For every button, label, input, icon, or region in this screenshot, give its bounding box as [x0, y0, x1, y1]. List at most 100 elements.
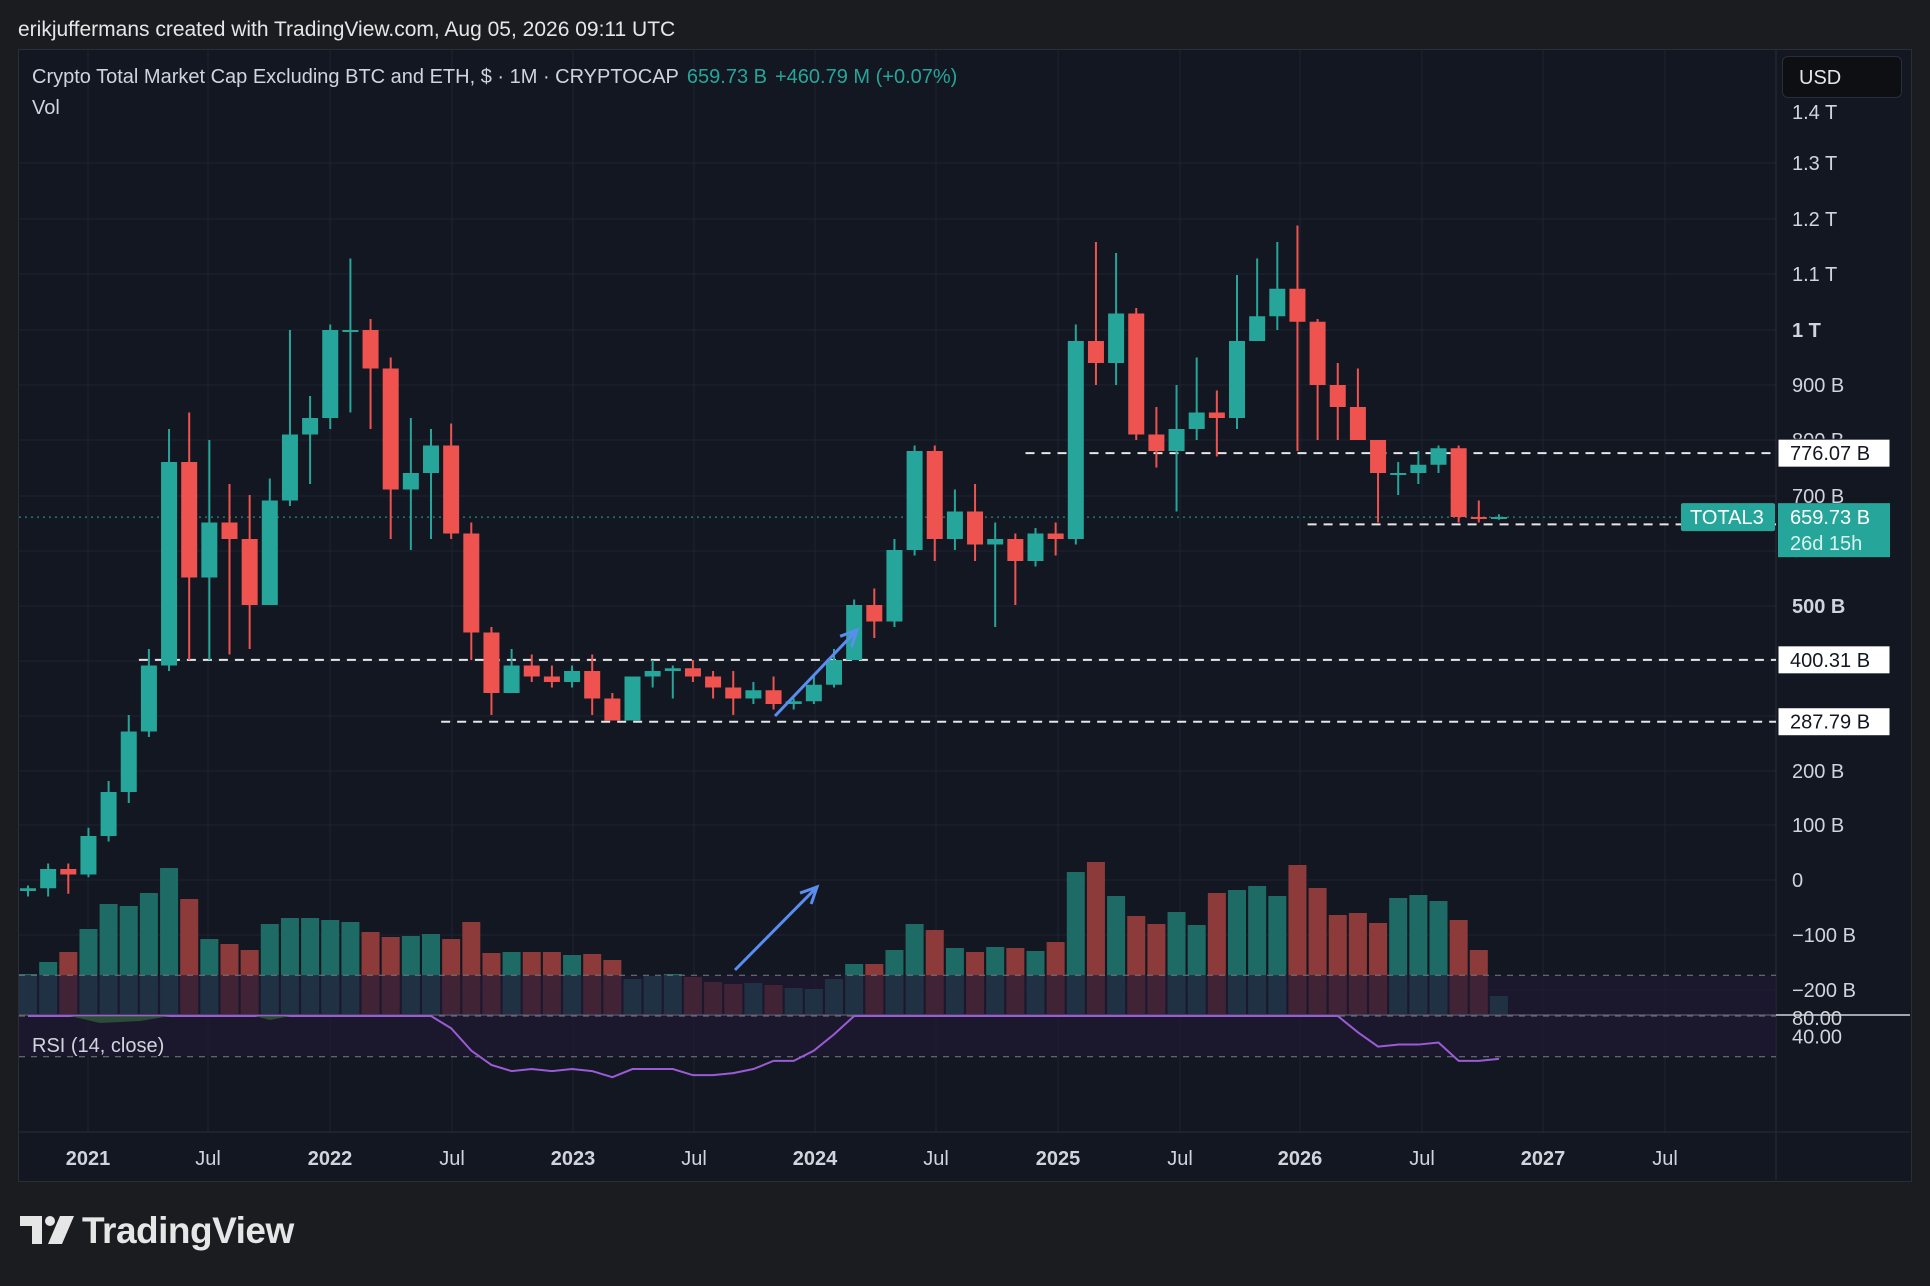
price-axis-label-clipped: 80.00: [1792, 1008, 1842, 1030]
trend-arrow: [773, 628, 859, 718]
candle-body: [503, 665, 520, 693]
candle-body: [382, 368, 399, 490]
candle-body: [140, 665, 157, 732]
candle-body: [967, 511, 984, 545]
time-axis-label: Jul: [439, 1148, 465, 1170]
symbol-badge-text: TOTAL3: [1690, 507, 1764, 529]
candle-body: [1390, 473, 1407, 475]
candle-body: [483, 632, 500, 693]
candle-body: [201, 522, 218, 578]
currency-button[interactable]: USD: [1782, 56, 1902, 98]
candle-body: [564, 671, 581, 682]
candle-body: [644, 671, 661, 677]
symbol-badge: [1681, 503, 1775, 532]
candle-body: [866, 605, 883, 622]
candle-body: [1047, 533, 1064, 539]
last-value: 659.73 B: [686, 66, 767, 88]
price-axis-label: 1.1 T: [1792, 264, 1837, 286]
last-price-label: 659.73 B: [1790, 507, 1870, 529]
candle-body: [181, 462, 198, 578]
volume-label: Vol: [32, 97, 60, 119]
price-change: +460.79 M (+0.07%): [774, 66, 958, 88]
candle-body: [1410, 464, 1427, 473]
candle-body: [281, 434, 298, 501]
candle-body: [60, 869, 77, 875]
candle-body: [1370, 440, 1387, 473]
candle-body: [443, 445, 460, 534]
candle-body: [241, 539, 258, 605]
rsi-overbought-fill: [70, 1016, 170, 1023]
rsi-axis-label: 40.00: [1792, 1026, 1842, 1048]
candle-body: [1450, 448, 1467, 517]
price-axis-label: −200 B: [1792, 980, 1856, 1002]
candle-body: [80, 836, 97, 875]
rsi-label: RSI (14, close): [32, 1035, 165, 1057]
candle-body: [906, 451, 923, 550]
candle-body: [1108, 313, 1125, 363]
level-label: 400.31 B: [1790, 650, 1870, 672]
candle-body: [785, 701, 802, 704]
level-label: 776.07 B: [1790, 443, 1870, 465]
candle-body: [584, 671, 601, 699]
candle-body: [1027, 533, 1044, 561]
candle-body: [221, 522, 238, 539]
candle-body: [100, 792, 117, 836]
price-axis-label: −100 B: [1792, 925, 1856, 947]
candle-body: [1148, 434, 1165, 451]
candle-body: [1329, 385, 1346, 407]
symbol-title: Crypto Total Market Cap Excluding BTC an…: [32, 66, 679, 88]
candle-body: [745, 690, 762, 699]
candle-body: [725, 687, 742, 699]
candle-body: [40, 869, 57, 889]
candle-body: [946, 511, 963, 539]
candle-body: [765, 690, 782, 704]
time-axis-label: 2021: [66, 1148, 111, 1170]
candle-body: [705, 676, 722, 688]
candle-body: [1007, 539, 1024, 561]
last-price-box: [1778, 503, 1890, 558]
price-axis-label: 200 B: [1792, 761, 1844, 783]
price-axis-label: 1 T: [1792, 320, 1821, 342]
candle-body: [402, 473, 419, 490]
candle-body: [523, 665, 540, 677]
candle-body: [926, 451, 943, 539]
candle-body: [1128, 313, 1145, 435]
chart-legend: Crypto Total Market Cap Excluding BTC an…: [32, 66, 957, 89]
candle-body: [161, 462, 178, 666]
candle-body: [1249, 316, 1266, 341]
candle-body: [261, 500, 278, 605]
price-axis-label: 1.3 T: [1792, 153, 1837, 175]
candle-body: [1309, 321, 1326, 385]
candle-body: [1430, 448, 1447, 465]
price-axis-label: 900 B: [1792, 375, 1844, 397]
candle-body: [1269, 288, 1286, 317]
level-label: 287.79 B: [1790, 712, 1870, 734]
rsi-overbought-fill: [255, 1016, 290, 1020]
candle-body: [120, 731, 137, 792]
candle-body: [20, 888, 36, 891]
time-axis-label: 2023: [551, 1148, 596, 1170]
candle-body: [1349, 407, 1366, 440]
candle-body: [1188, 412, 1205, 429]
candle-body: [664, 668, 681, 671]
candle-body: [342, 330, 359, 332]
candle-body: [302, 418, 319, 435]
candle-body: [886, 550, 903, 622]
trend-arrow: [733, 885, 819, 972]
time-axis-label: Jul: [1409, 1148, 1435, 1170]
time-axis-label: 2022: [308, 1148, 353, 1170]
time-axis-label: 2026: [1278, 1148, 1323, 1170]
level-label-box: [1777, 707, 1891, 737]
price-axis-label: 700 B: [1792, 486, 1844, 508]
time-axis-label: Jul: [1652, 1148, 1678, 1170]
chart-attribution: erikjuffermans created with TradingView.…: [18, 18, 676, 41]
trend-arrow-head: [799, 884, 820, 905]
candle-body: [684, 668, 701, 677]
candle-body: [362, 330, 379, 369]
price-axis-label: 500 B: [1792, 596, 1845, 618]
candle-body: [805, 684, 822, 702]
candle-body: [1289, 288, 1306, 322]
time-axis-label: Jul: [195, 1148, 221, 1170]
price-axis-label: 100 B: [1792, 815, 1844, 837]
